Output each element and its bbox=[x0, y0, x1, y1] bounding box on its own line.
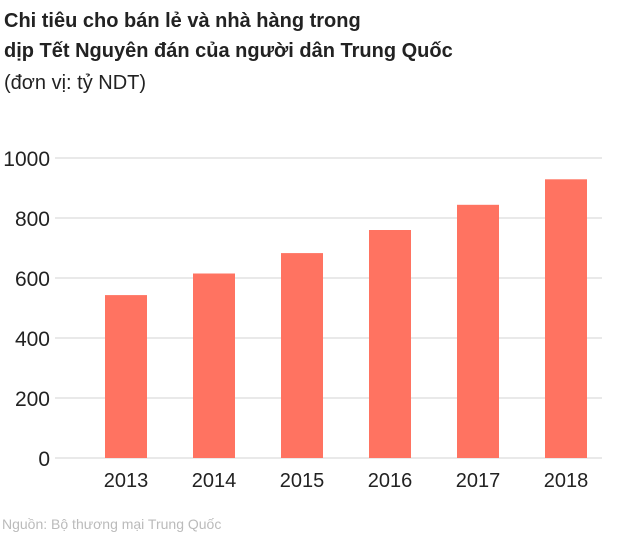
x-tick-label: 2013 bbox=[104, 470, 149, 492]
bar-2016 bbox=[369, 230, 411, 458]
chart-title-line-1: Chi tiêu cho bán lẻ và nhà hàng trong bbox=[4, 10, 361, 32]
x-tick-label: 2018 bbox=[544, 470, 589, 492]
x-tick-label: 2015 bbox=[280, 470, 325, 492]
chart-title: Chi tiêu cho bán lẻ và nhà hàng trong dị… bbox=[4, 6, 453, 66]
bar-2015 bbox=[281, 253, 323, 458]
y-tick-label: 600 bbox=[15, 268, 50, 291]
source-note: Nguồn: Bộ thương mại Trung Quốc bbox=[2, 516, 222, 532]
bar-2014 bbox=[193, 273, 235, 458]
x-tick-label: 2016 bbox=[368, 470, 413, 492]
y-tick-label: 800 bbox=[15, 208, 50, 231]
y-tick-label: 0 bbox=[38, 448, 50, 471]
chart-subtitle: (đơn vị: tỷ NDT) bbox=[4, 72, 147, 94]
y-tick-label: 400 bbox=[15, 328, 50, 351]
bar-2013 bbox=[105, 295, 147, 458]
bar-2018 bbox=[545, 179, 587, 459]
bar-2017 bbox=[457, 204, 499, 458]
x-tick-label: 2017 bbox=[456, 470, 501, 492]
chart-title-line-2: dịp Tết Nguyên đán của người dân Trung Q… bbox=[4, 40, 453, 62]
x-tick-label: 2014 bbox=[192, 470, 237, 492]
y-tick-label: 200 bbox=[15, 388, 50, 411]
y-tick-label: 1000 bbox=[3, 148, 50, 171]
